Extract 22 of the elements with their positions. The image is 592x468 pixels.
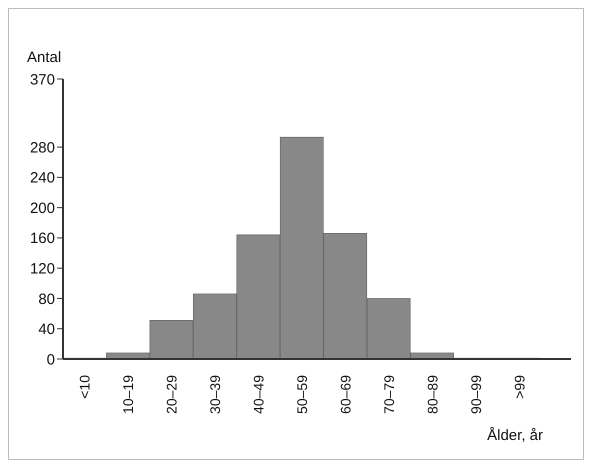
y-axis-title: Antal bbox=[27, 49, 62, 66]
y-tick-label: 280 bbox=[30, 139, 55, 156]
y-tick-label: 160 bbox=[30, 230, 55, 248]
x-tick-label: 20–29 bbox=[164, 374, 180, 414]
x-tick-label: 70–79 bbox=[380, 374, 397, 414]
y-tick-label: 40 bbox=[38, 321, 55, 338]
y-tick-label: 80 bbox=[38, 290, 55, 308]
x-tick-label: <10 bbox=[76, 374, 93, 399]
x-tick-label: >99 bbox=[511, 374, 528, 399]
x-tick-label: 10–19 bbox=[120, 374, 136, 414]
y-tick-label: 0 bbox=[46, 351, 55, 368]
y-tick-label: 370 bbox=[30, 71, 55, 88]
x-tick-label: 50–59 bbox=[294, 374, 310, 414]
x-tick-label: 80–89 bbox=[424, 374, 440, 414]
x-tick-label: 30–39 bbox=[207, 374, 224, 414]
y-tick-label: 200 bbox=[30, 200, 55, 217]
x-tick-label: 60–69 bbox=[337, 374, 354, 414]
y-tick-label: 120 bbox=[30, 260, 55, 278]
y-tick-label: 240 bbox=[30, 170, 55, 187]
x-tick-label: 90–99 bbox=[468, 374, 484, 414]
x-axis-title: Ålder, år bbox=[487, 427, 543, 444]
x-tick-label: 40–49 bbox=[250, 374, 267, 414]
